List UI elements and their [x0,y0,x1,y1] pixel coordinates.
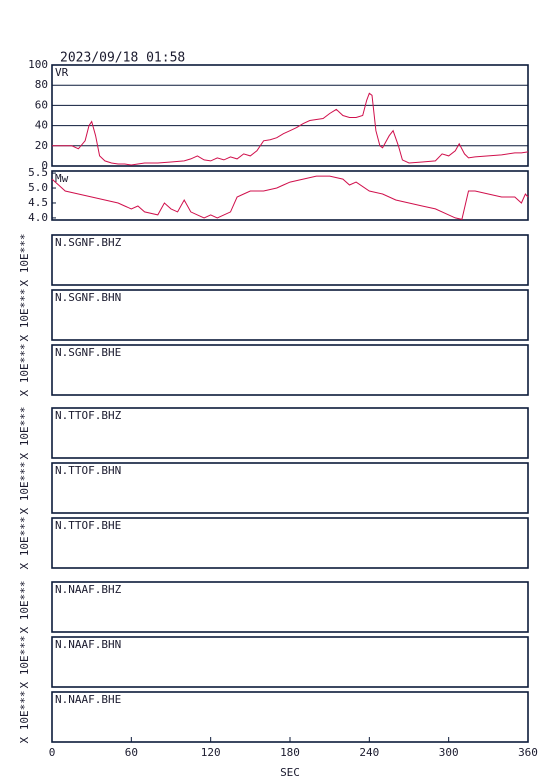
panel-label: N.NAAF.BHE [55,693,121,706]
y-axis-label: X 10E*** [18,344,31,397]
panel-label: N.NAAF.BHZ [55,583,122,596]
x-tick-label: 360 [518,746,538,759]
y-tick-label: 4.5 [28,196,48,209]
x-tick-label: 240 [359,746,379,759]
panel-label: N.TTOF.BHE [55,519,121,532]
panel-label: N.SGNF.BHE [55,346,121,359]
panel-frame [51,344,529,396]
panel-label: N.SGNF.BHN [55,291,121,304]
panel-frame [51,170,529,221]
y-axis-label: X 10E*** [18,462,31,515]
data-line [51,175,529,220]
data-line [52,92,529,166]
x-tick-label: 120 [201,746,221,759]
y-axis-label: X 10E*** [18,407,31,460]
y-tick-label: 80 [35,78,48,91]
panel-label: N.NAAF.BHN [55,638,121,651]
y-tick-label: 40 [35,119,48,132]
x-axis-label: SEC [280,766,300,779]
y-tick-label: 100 [28,58,48,71]
panel-label: N.TTOF.BHZ [55,409,122,422]
panel-frame [51,581,529,633]
panel-frame [51,289,529,341]
x-tick-label: 300 [439,746,459,759]
y-tick-label: 0 [41,159,48,172]
y-tick-label: 4.0 [28,211,48,224]
x-tick-label: 0 [49,746,56,759]
y-tick-label: 5.5 [28,166,48,179]
x-tick-label: 60 [125,746,138,759]
panel-label: N.TTOF.BHN [55,464,121,477]
plot-title: 2023/09/18 01:58 [60,51,185,66]
panel-frame [51,691,529,743]
y-axis-label: X 10E*** [18,517,31,570]
x-tick-label: 180 [280,746,300,759]
panel-label: VR [55,66,69,79]
panel-frame [51,517,529,569]
panel-label: N.SGNF.BHZ [55,236,122,249]
y-axis-label: X 10E*** [18,581,31,634]
panel-frame [51,234,529,286]
y-axis-label: X 10E*** [18,636,31,689]
y-axis-label: X 10E*** [18,691,31,744]
y-tick-label: 5.0 [28,181,48,194]
y-tick-label: 60 [35,98,48,111]
panel-frame [51,407,529,459]
panel-label: Mw [55,172,69,185]
y-tick-label: 20 [35,139,48,152]
y-axis-label: X 10E*** [18,234,31,287]
panel-frame [51,64,529,167]
y-axis-label: X 10E*** [18,289,31,342]
panel-frame [51,636,529,688]
panel-frame [51,462,529,514]
